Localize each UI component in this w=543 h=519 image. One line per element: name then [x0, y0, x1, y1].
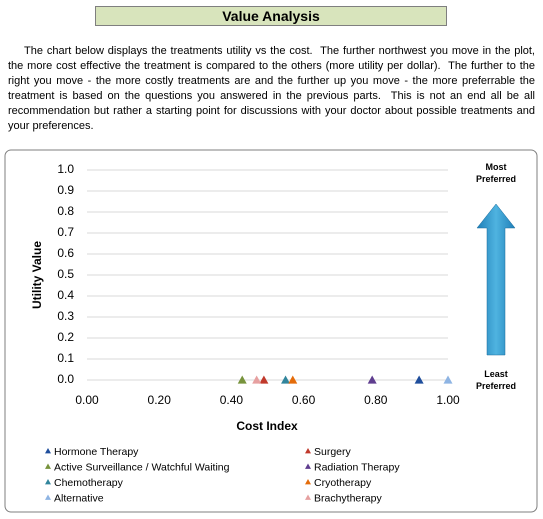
- annotation: Least Preferred: [475, 369, 517, 391]
- x-tick-label: 0.00: [75, 393, 99, 407]
- x-axis-label: Cost Index: [236, 419, 298, 433]
- legend-label: Chemotherapy: [54, 477, 124, 489]
- y-tick-label: 0.9: [57, 183, 74, 197]
- legend-label: Active Surveillance / Watchful Waiting: [54, 461, 230, 473]
- legend-label: Brachytherapy: [314, 492, 382, 504]
- x-tick-label: 0.80: [364, 393, 388, 407]
- legend-marker: [45, 448, 51, 454]
- point: [281, 375, 291, 384]
- legend-label: Cryotherapy: [314, 477, 372, 489]
- point: [414, 375, 424, 384]
- x-tick-label: 1.00: [436, 393, 460, 407]
- legend-marker: [305, 448, 311, 454]
- y-tick-label: 0.1: [57, 351, 74, 365]
- y-tick-label: 0.8: [57, 204, 74, 218]
- legend-marker: [305, 494, 311, 500]
- point: [259, 375, 269, 384]
- header-title: Value Analysis: [95, 6, 447, 26]
- point: [252, 375, 262, 384]
- y-tick-label: 0.3: [57, 309, 74, 323]
- annotation: Most Preferred: [475, 162, 517, 184]
- legend-marker: [305, 463, 311, 469]
- x-tick-label: 0.60: [292, 393, 316, 407]
- legend-marker: [305, 479, 311, 485]
- legend-marker: [45, 463, 51, 469]
- y-tick-label: 0.0: [57, 372, 74, 386]
- point: [367, 375, 377, 384]
- legend-marker: [45, 479, 51, 485]
- y-tick-label: 0.5: [57, 267, 74, 281]
- legend-label: Radiation Therapy: [314, 461, 400, 473]
- y-axis-label: Utility Value: [30, 241, 44, 309]
- point: [443, 375, 453, 384]
- y-tick-label: 0.6: [57, 246, 74, 260]
- legend-label: Hormone Therapy: [54, 446, 139, 458]
- y-tick-label: 0.7: [57, 225, 74, 239]
- y-tick-label: 1.0: [57, 162, 74, 176]
- legend-marker: [45, 494, 51, 500]
- point: [237, 375, 247, 384]
- chart-frame: [4, 149, 538, 513]
- x-tick-label: 0.20: [148, 393, 172, 407]
- legend-label: Alternative: [54, 492, 104, 504]
- preference-arrow: [476, 203, 516, 356]
- legend-label: Surgery: [314, 446, 352, 458]
- description: The chart below displays the treatments …: [8, 45, 539, 132]
- x-tick-label: 0.40: [220, 393, 244, 407]
- point: [288, 375, 298, 384]
- y-tick-label: 0.2: [57, 330, 74, 344]
- y-tick-label: 0.4: [57, 288, 74, 302]
